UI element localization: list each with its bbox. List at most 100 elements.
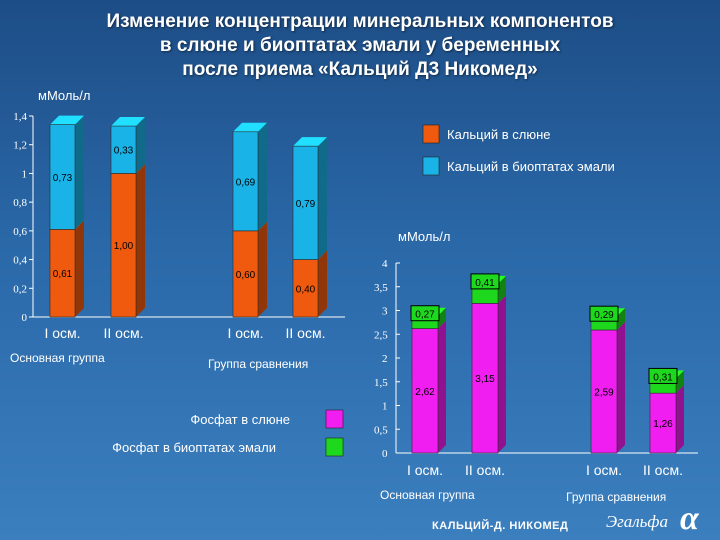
phosphate-group-label: Основная группа xyxy=(380,488,475,502)
phosphate-data-label-box xyxy=(410,305,440,322)
phosphate-bar-segment-face xyxy=(471,303,499,454)
calcium-group-label: Основная группа xyxy=(10,351,105,365)
phosphate-bar-segment xyxy=(411,320,446,454)
phosphate-data-label-box xyxy=(470,273,500,290)
calcium-x-tick-label: I осм. xyxy=(227,325,263,341)
calcium-data-label: 0,61 xyxy=(53,269,73,280)
phosphate-data-label-box xyxy=(589,305,619,322)
phosphate-legend-swatch xyxy=(325,437,344,457)
calcium-data-label: 0,60 xyxy=(236,270,256,281)
calcium-group-label: Группа сравнения xyxy=(208,357,308,371)
phosphate-legend-label: Фосфат в слюне xyxy=(190,412,290,427)
calcium-data-label: 0,69 xyxy=(236,177,256,188)
phosphate-bar-segment-side xyxy=(617,308,625,330)
phosphate-data-label: 0,41 xyxy=(475,278,495,289)
phosphate-bar-segment-side xyxy=(498,275,506,304)
calcium-bar-segment-face xyxy=(110,125,137,174)
calcium-legend-swatch xyxy=(422,124,440,144)
phosphate-data-label: 2,59 xyxy=(594,387,614,398)
calcium-bar-segment xyxy=(232,122,267,232)
phosphate-x-tick-label: II осм. xyxy=(465,462,505,478)
phosphate-bar-segment-side xyxy=(676,370,684,394)
phosphate-y-tick-label: 3,5 xyxy=(374,282,388,294)
phosphate-y-tick-label: 1,5 xyxy=(374,377,388,389)
calcium-bar-segment xyxy=(110,117,145,174)
calcium-bar-segment xyxy=(49,115,84,230)
calcium-x-tick-label: II осм. xyxy=(286,325,326,341)
calcium-bar-segment-face xyxy=(49,229,76,318)
calcium-y-tick-label: 0,6 xyxy=(13,226,27,238)
calcium-bar-segment-face xyxy=(232,131,259,232)
phosphate-data-label-box xyxy=(648,367,678,384)
phosphate-data-label: 0,27 xyxy=(415,310,435,321)
phosphate-legend-swatch xyxy=(325,409,344,429)
calcium-data-label: 0,73 xyxy=(53,173,73,184)
calcium-bar-segment-face xyxy=(292,145,319,260)
chart-title: Изменение концентрации минеральных компо… xyxy=(60,10,660,82)
footer-brand-name: КАЛЬЦИЙ-Д xyxy=(432,520,503,532)
phosphate-bar-segment-side xyxy=(498,295,506,453)
calcium-data-label: 1,00 xyxy=(114,241,134,252)
phosphate-bar-segment-side xyxy=(617,321,625,453)
calcium-y-axis-label: мМоль/л xyxy=(38,88,90,103)
phosphate-y-tick-label: 3 xyxy=(382,306,388,318)
footer-brand-suffix: НИКОМЕД xyxy=(509,520,569,532)
calcium-y-tick-label: 1 xyxy=(22,168,28,180)
calcium-bar-segment-top xyxy=(293,137,327,147)
phosphate-x-tick-label: I осм. xyxy=(407,462,443,478)
title-line-2: в слюне и биоптатах эмали у беременных xyxy=(159,35,561,56)
calcium-y-tick-label: 0 xyxy=(22,312,28,324)
company-logo: Эгальфа xyxy=(606,512,668,531)
phosphate-y-tick-label: 0 xyxy=(382,448,388,460)
phosphate-y-axis-label: мМоль/л xyxy=(398,229,450,244)
phosphate-data-label: 1,26 xyxy=(653,419,673,430)
footer-brand: КАЛЬЦИЙ-Д. НИКОМЕД xyxy=(432,520,569,532)
title-line-1: Изменение концентрации минеральных компо… xyxy=(106,11,614,32)
calcium-bar-segment-side xyxy=(75,220,84,317)
title-line-3: после приема «Кальций Д3 Никомед» xyxy=(182,59,538,80)
calcium-bar-segment-top xyxy=(50,115,84,125)
calcium-bar-segment-side xyxy=(318,137,327,260)
alpha-logo-icon: α xyxy=(680,500,699,537)
calcium-bar-segment-side xyxy=(318,250,327,317)
calcium-legend-label: Кальций в слюне xyxy=(447,127,551,142)
phosphate-data-label: 0,29 xyxy=(594,310,614,321)
phosphate-y-tick-label: 2,5 xyxy=(374,329,388,341)
calcium-y-tick-label: 0,8 xyxy=(13,197,27,209)
calcium-data-label: 0,79 xyxy=(296,199,316,210)
phosphate-bar-segment-face xyxy=(590,329,618,454)
phosphate-legend-label: Фосфат в биоптатах эмали xyxy=(112,440,276,455)
phosphate-y-tick-label: 1 xyxy=(382,401,388,413)
phosphate-bar-segment xyxy=(649,385,684,454)
calcium-bar-segment-side xyxy=(258,122,267,231)
calcium-bar-segment-face xyxy=(49,124,76,230)
phosphate-data-label: 2,62 xyxy=(415,387,435,398)
phosphate-data-label: 3,15 xyxy=(475,374,495,385)
calcium-bar-segment-top xyxy=(111,117,145,127)
phosphate-bar-segment-face xyxy=(649,392,677,454)
calcium-legend-label: Кальций в биоптатах эмали xyxy=(447,159,615,174)
calcium-y-tick-label: 1,2 xyxy=(13,140,27,152)
calcium-bar-segment-side xyxy=(75,115,84,230)
calcium-bar-segment-side xyxy=(258,221,267,317)
calcium-bar-segment-top xyxy=(233,122,267,132)
calcium-bar-segment-side xyxy=(136,117,145,174)
phosphate-bar-segment-side xyxy=(438,320,446,453)
calcium-y-tick-label: 0,4 xyxy=(13,255,27,267)
phosphate-bar-segment-face xyxy=(411,328,439,454)
phosphate-x-tick-label: I осм. xyxy=(586,462,622,478)
phosphate-y-tick-label: 2 xyxy=(382,353,388,365)
phosphate-data-label: 0,31 xyxy=(653,372,673,383)
calcium-data-label: 0,40 xyxy=(296,284,316,295)
phosphate-group-label: Группа сравнения xyxy=(566,490,666,504)
calcium-bar-segment-face xyxy=(232,230,259,318)
calcium-y-tick-label: 1,4 xyxy=(13,111,27,123)
calcium-bar-segment xyxy=(292,137,327,260)
calcium-x-tick-label: I осм. xyxy=(44,325,80,341)
calcium-data-label: 0,33 xyxy=(114,146,134,157)
calcium-bar-segment-face xyxy=(110,173,137,318)
phosphate-bar-segment xyxy=(471,295,506,454)
phosphate-bar-segment-side xyxy=(438,307,446,329)
calcium-legend-swatch xyxy=(422,156,440,176)
